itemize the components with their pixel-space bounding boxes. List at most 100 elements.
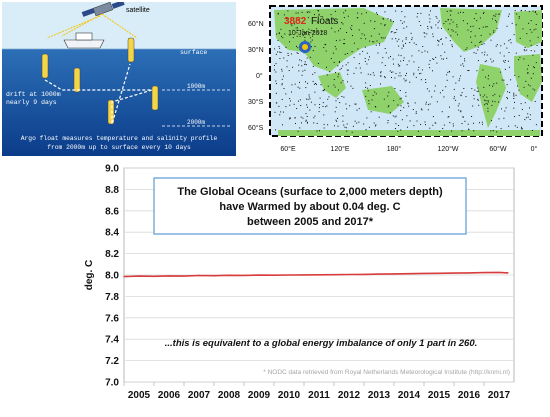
float-dot (304, 69, 306, 71)
float-dot (524, 47, 526, 48)
float-dot (335, 48, 337, 50)
float-dot (528, 10, 530, 12)
float-dot (414, 102, 416, 104)
float-dot (369, 56, 370, 58)
float-dot (427, 51, 429, 53)
y-axis-ticks: 7.0 7.2 7.4 7.6 7.8 8.0 8.2 8.4 8.6 8.8 9.0 (105, 164, 119, 389)
float-dot (449, 122, 451, 124)
float-dot (529, 40, 531, 42)
float-dot (534, 101, 536, 102)
float-dot (355, 67, 357, 69)
float-dot (451, 29, 453, 31)
float-dot (461, 92, 463, 94)
float-dot (379, 44, 380, 46)
x-tick-label: 2008 (218, 390, 241, 401)
y-tick-label: 8.8 (105, 185, 119, 196)
x-tick-label: 2006 (158, 390, 181, 401)
float-dot (457, 105, 459, 107)
float-count: 3882 (284, 16, 307, 27)
y-tick-label: 8.6 (105, 206, 119, 217)
float-dot (325, 44, 327, 46)
temperature-data-point (303, 274, 305, 276)
float-dot (290, 53, 292, 55)
float-dot (373, 122, 375, 124)
float-dot (343, 96, 345, 98)
float-dot (510, 79, 512, 81)
float-dot (339, 39, 341, 41)
float-dot (305, 81, 306, 83)
float-dot (361, 33, 363, 35)
float-dot (506, 25, 508, 27)
float-dot (275, 53, 277, 55)
float-dot (318, 107, 320, 109)
float-dot (432, 116, 434, 118)
float-dot (358, 29, 360, 31)
float-dot (392, 58, 394, 60)
float-dot (418, 66, 420, 68)
float-dot (464, 60, 466, 62)
float-dot (399, 65, 401, 67)
float-dot (514, 101, 515, 103)
float-dot (473, 94, 475, 96)
float-dot (439, 131, 441, 132)
float-dot (432, 33, 434, 35)
float-dot (415, 112, 417, 114)
float-dot (365, 38, 367, 40)
float-dot (299, 87, 301, 89)
float-dot (403, 107, 405, 109)
float-dot (418, 73, 420, 75)
float-dot (413, 74, 415, 76)
float-dot (490, 39, 492, 41)
float-dot (279, 58, 281, 59)
float-dot (493, 30, 495, 32)
float-dot (462, 12, 464, 13)
lat-label-0: 0° (256, 72, 263, 80)
float-dot (319, 130, 320, 132)
float-dot (437, 44, 439, 46)
float-dot (369, 40, 371, 42)
float-dot (514, 74, 516, 76)
float-dot (274, 48, 276, 50)
temperature-data-point (453, 272, 455, 274)
float-dot (338, 73, 340, 75)
float-dot (318, 111, 320, 113)
float-dot (492, 100, 494, 102)
float-dot (405, 75, 407, 76)
temperature-data-point (228, 274, 230, 276)
float-dot (470, 36, 472, 38)
float-dot (353, 72, 355, 74)
float-dot (275, 63, 277, 65)
float-dot (533, 66, 534, 68)
float-dot (318, 32, 320, 34)
float-dot (508, 40, 510, 42)
x-tick-label: 2012 (338, 390, 361, 401)
float-dot (322, 102, 324, 104)
float-dot (393, 32, 395, 34)
float-dot (327, 124, 329, 126)
float-dot (306, 104, 308, 106)
float-dot (521, 108, 523, 110)
float-dot (405, 92, 407, 94)
float-dot (297, 47, 299, 49)
float-dot (347, 73, 349, 75)
float-dot (275, 129, 276, 131)
float-dot (409, 81, 411, 83)
float-dot (368, 126, 370, 128)
float-dot (415, 76, 417, 78)
float-dot (321, 30, 323, 32)
float-dot (306, 57, 308, 59)
float-dot (317, 31, 318, 33)
float-dot (306, 11, 308, 13)
float-dot (397, 130, 399, 132)
float-dot (420, 25, 422, 26)
float-dot (508, 66, 510, 68)
float-dot (467, 123, 469, 125)
float-dot (478, 28, 480, 29)
float-dot (314, 91, 316, 93)
float-dot (380, 71, 382, 73)
float-dot (359, 53, 361, 55)
float-dot (283, 75, 284, 77)
float-dot (498, 118, 500, 120)
float-dot (337, 76, 339, 78)
float-dot (287, 55, 289, 56)
